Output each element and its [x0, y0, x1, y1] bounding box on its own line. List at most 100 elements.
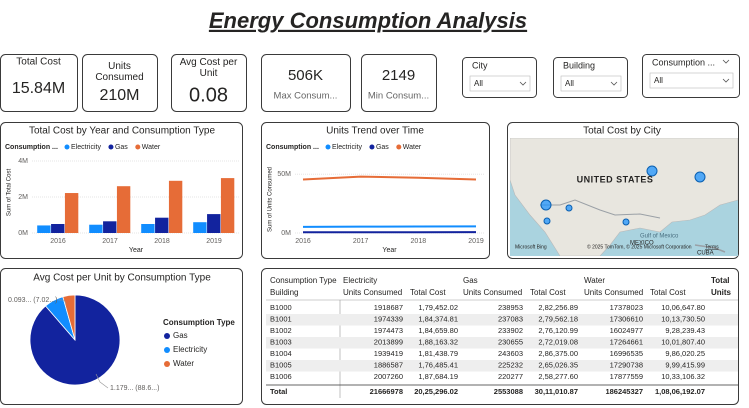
- legend-title: Consumption Type: [163, 318, 235, 327]
- table-cell: 9,28,239.43: [665, 326, 705, 335]
- map-brand: Microsoft Bing: [515, 244, 547, 250]
- card-label: Avg Cost per Unit: [180, 57, 238, 79]
- table-cell: 1,84,374.81: [418, 314, 458, 323]
- slicer-label: City: [472, 60, 488, 70]
- table-total-cell: 30,11,010.87: [535, 387, 578, 396]
- table-corner: Consumption Type: [270, 276, 337, 285]
- pie-data-label: 0.093... (7.02...): [8, 297, 57, 304]
- slicer-dropdown[interactable]: [469, 75, 531, 92]
- card-value: 210M: [99, 87, 139, 104]
- map-title: Total Cost by City: [583, 126, 661, 137]
- y-tick-label: 50M: [277, 171, 291, 178]
- table-cell: 17290738: [610, 360, 643, 369]
- legend-label: Gas: [115, 144, 128, 151]
- slicer-value: All: [654, 76, 663, 85]
- map-island: [694, 244, 726, 253]
- bar: [193, 222, 207, 233]
- card: [0, 54, 78, 112]
- table-cell: B1004: [270, 349, 292, 358]
- card-label: Max Consum...: [274, 91, 338, 102]
- table-total-cell: 21666978: [370, 387, 403, 396]
- legend-label: Electricity: [71, 144, 101, 151]
- table-subheader: Units Consumed: [463, 288, 522, 297]
- slicer-label: Consumption ...: [652, 57, 715, 67]
- slicer-dropdown[interactable]: [560, 75, 622, 92]
- table-group-header: Total: [711, 276, 730, 285]
- table-cell: B1000: [270, 303, 292, 312]
- table-cell: 1,84,659.80: [418, 326, 458, 335]
- card-label-line: Unit: [200, 68, 218, 79]
- y-tick-label: 4M: [18, 158, 28, 165]
- x-tick-label: 2018: [411, 238, 427, 245]
- x-tick-label: 2018: [154, 238, 170, 245]
- x-tick-label: 2016: [50, 238, 66, 245]
- table-cell: 2,58,277.60: [538, 372, 578, 381]
- chart-title: Avg Cost per Unit by Consumption Type: [33, 273, 211, 284]
- bar: [116, 186, 131, 233]
- table-cell: 9,99,415.99: [665, 360, 705, 369]
- bar: [51, 224, 65, 233]
- table-cell: 16996535: [610, 349, 643, 358]
- line-panel: [261, 122, 490, 259]
- x-tick-label: 2017: [102, 238, 118, 245]
- table: Consumption Type Building Electricity Gas Wa…: [266, 276, 738, 398]
- table-subheader: Units Consumed: [584, 288, 643, 297]
- table-group-header: Water: [584, 276, 605, 285]
- table-cell: 238953: [498, 303, 523, 312]
- table-cell: 9,86,020.25: [665, 349, 705, 358]
- table-cell: B1003: [270, 337, 292, 346]
- map: [510, 138, 738, 256]
- table-cell: 10,06,647.80: [661, 303, 705, 312]
- table-cell: 10,13,730.50: [661, 314, 705, 323]
- bar: [89, 224, 103, 233]
- legend-label: Water: [403, 144, 422, 151]
- table-cell: 1918687: [374, 303, 403, 312]
- slicer-value: All: [474, 79, 483, 88]
- table-cell: 17877559: [610, 372, 643, 381]
- table-cell: 2,82,256.89: [538, 303, 578, 312]
- bar: [207, 214, 221, 233]
- legend-swatch: [325, 144, 331, 150]
- table-subheader: Units: [711, 288, 732, 297]
- table-cell: 2013899: [374, 337, 403, 346]
- table-cell: 2,65,026.35: [538, 360, 578, 369]
- table-cell: B1006: [270, 372, 292, 381]
- table-cell: 10,01,807.40: [661, 337, 705, 346]
- legend-swatch: [396, 144, 402, 150]
- chart-title: Total Cost by Year and Consumption Type: [29, 126, 215, 137]
- legend-label: Gas: [173, 331, 188, 340]
- table-cell: 1939419: [374, 349, 403, 358]
- legend-swatch: [164, 361, 170, 367]
- map-mexico: MEXICO: [630, 241, 654, 247]
- card-value: 0.08: [189, 84, 228, 106]
- card-value: 2149: [382, 67, 415, 84]
- pie-slice: [29, 294, 121, 386]
- table-cell: 233902: [498, 326, 523, 335]
- map-country: UNITED STATES: [577, 174, 654, 184]
- leader-line: [95, 373, 109, 389]
- legend-label: Electricity: [173, 345, 207, 354]
- table-cell: 1974473: [374, 326, 403, 335]
- x-axis-label: Year: [382, 247, 397, 254]
- table-cell: 243603: [498, 349, 523, 358]
- bar: [103, 221, 117, 233]
- map-gulf: Gulf of Mexico: [640, 234, 679, 240]
- slicer-dropdown[interactable]: [649, 72, 734, 89]
- card: [261, 54, 351, 112]
- card: [82, 54, 158, 112]
- table-cell: B1005: [270, 360, 292, 369]
- table-cell: 2,86,375.00: [538, 349, 578, 358]
- legend-label: Electricity: [332, 144, 362, 151]
- bar: [220, 178, 235, 233]
- table-cell: 220277: [498, 372, 523, 381]
- table-cell: 1,81,438.79: [418, 349, 458, 358]
- map-land: [510, 138, 738, 256]
- y-tick-label: 0M: [18, 230, 28, 237]
- table-subheader: Units Consumed: [343, 288, 402, 297]
- map-bubble: [543, 217, 551, 225]
- table-cell: 1886587: [374, 360, 403, 369]
- table-subheader: Total Cost: [410, 288, 446, 297]
- table-cell: 225232: [498, 360, 523, 369]
- card-value: 15.84M: [12, 80, 65, 97]
